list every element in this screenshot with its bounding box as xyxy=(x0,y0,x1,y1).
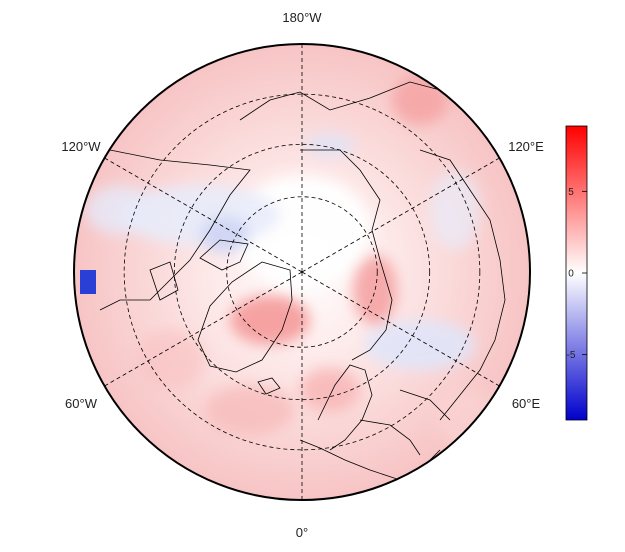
coastline xyxy=(419,149,506,421)
anomaly-patch xyxy=(85,185,155,235)
coastline xyxy=(239,81,471,121)
coastline xyxy=(99,149,251,311)
colorbar: 5 0 -5 xyxy=(565,125,588,421)
colorbar-tick-label: 0 xyxy=(568,269,574,280)
strong-negative-cell xyxy=(80,270,96,294)
latitude-circle xyxy=(123,93,481,451)
anomaly-patches xyxy=(85,75,505,450)
lon-label-180w: 180°W xyxy=(282,10,322,25)
anomaly-patch xyxy=(135,330,205,390)
anomaly-patch xyxy=(200,217,250,253)
colorbar-tick-label: -5 xyxy=(567,350,576,361)
coastline xyxy=(351,229,393,361)
anomaly-patch xyxy=(300,368,360,412)
anomaly-patch xyxy=(365,320,475,370)
meridian-line xyxy=(104,157,303,273)
coastline xyxy=(257,377,281,395)
lon-label-0: 0° xyxy=(296,525,308,540)
coastline xyxy=(197,261,293,373)
coastline xyxy=(399,389,451,421)
meridian-line xyxy=(104,271,303,387)
lon-label-60e: 60°E xyxy=(512,396,541,411)
coastline xyxy=(149,261,179,301)
lon-label-120w: 120°W xyxy=(61,139,101,154)
colorbar-tick-label: 5 xyxy=(568,187,574,198)
anomaly-patch xyxy=(392,75,448,125)
anomaly-patch xyxy=(230,295,310,345)
meridian-line xyxy=(301,157,500,273)
latitude-circle xyxy=(226,196,378,348)
anomaly-patch xyxy=(305,133,355,157)
anomaly-patch xyxy=(430,170,480,250)
coastline xyxy=(199,239,249,271)
meridian-line xyxy=(301,271,500,387)
coastline xyxy=(359,419,421,456)
graticule xyxy=(104,44,500,500)
coastline xyxy=(317,364,373,451)
anomaly-patch xyxy=(205,385,295,435)
latitude-circle xyxy=(173,143,431,401)
map-boundary xyxy=(73,43,531,501)
coastline xyxy=(300,149,381,231)
lon-label-60w: 60°W xyxy=(65,396,98,411)
anomaly-patch xyxy=(435,390,505,450)
lon-label-120e: 120°E xyxy=(508,139,544,154)
